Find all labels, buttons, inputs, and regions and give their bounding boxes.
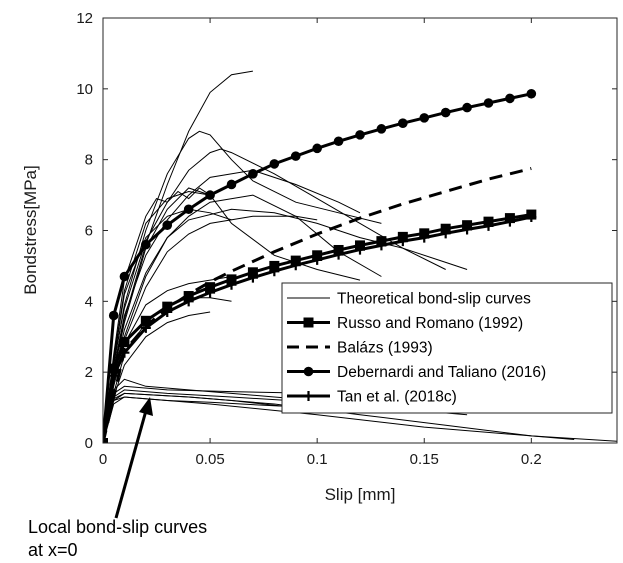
marker-russo-and-romano-1992 — [226, 274, 237, 285]
marker-debernardi-and-taliano-2016 — [290, 151, 301, 161]
marker-debernardi-and-taliano-2016 — [226, 179, 237, 190]
model-series — [103, 88, 537, 443]
legend-label-1: Russo and Romano (1992) — [337, 315, 523, 332]
marker-debernardi-and-taliano-2016 — [312, 143, 322, 154]
marker-debernardi-and-taliano-2016 — [333, 136, 344, 147]
y-tick-label: 4 — [85, 293, 93, 310]
marker-debernardi-and-taliano-2016 — [141, 239, 151, 250]
marker-tan-et-al-2018c — [419, 232, 430, 243]
theoretical-curve-11 — [103, 276, 232, 443]
marker-tan-et-al-2018c — [312, 254, 323, 265]
marker-debernardi-and-taliano-2016 — [398, 118, 408, 128]
marker-tan-et-al-2018c — [226, 279, 237, 290]
marker-tan-et-al-2018c — [205, 287, 216, 298]
marker-tan-et-al-2018c — [269, 266, 280, 277]
series-line-tan-et-al-2018c — [103, 215, 532, 443]
marker-russo-and-romano-1992 — [247, 267, 258, 278]
theoretical-curve-10 — [103, 208, 232, 443]
legend-label-2: Balázs (1993) — [337, 340, 433, 357]
marker-debernardi-and-taliano-2016 — [376, 124, 387, 134]
marker-debernardi-and-taliano-2016 — [119, 271, 130, 282]
legend-box — [281, 282, 613, 414]
marker-tan-et-al-2018c — [376, 240, 387, 251]
theoretical-curve-9 — [103, 187, 211, 443]
x-axis: 0 0.05 0.1 0.15 0.2 — [99, 18, 542, 468]
y-tick-label: 0 — [85, 435, 93, 452]
x-tick-label: 0.15 — [410, 451, 439, 468]
legend-label-0: Theoretical bond-slip curves — [337, 291, 531, 308]
local-curve-6 — [103, 396, 575, 443]
marker-tan-et-al-2018c — [119, 347, 130, 358]
y-tick-label: 8 — [85, 152, 93, 169]
marker-tan-et-al-2018c — [526, 212, 537, 223]
annotation: Local bond-slip curves at x=0 — [28, 397, 207, 560]
legend: Theoretical bond-slip curves Russo and Ro… — [281, 282, 613, 414]
y-axis: 0 2 4 6 8 10 12 — [76, 10, 617, 452]
marker-tan-et-al-2018c — [504, 216, 515, 227]
marker-tan-et-al-2018c — [483, 220, 494, 231]
marker-debernardi-and-taliano-2016 — [483, 98, 494, 108]
marker-tan-et-al-2018c — [247, 272, 258, 283]
local-curve-3 — [103, 392, 617, 443]
x-axis-label: Slip [mm] — [325, 485, 396, 504]
marker-debernardi-and-taliano-2016 — [162, 220, 173, 230]
marker-tan-et-al-2018c — [462, 224, 473, 235]
y-tick-label: 12 — [76, 10, 93, 27]
y-axis-label: Bondstress[MPa] — [21, 165, 40, 294]
marker-russo-and-romano-1992 — [205, 282, 216, 293]
marker-tan-et-al-2018c — [108, 370, 119, 381]
marker-debernardi-and-taliano-2016 — [440, 107, 451, 118]
series-line-bal-zs-1993 — [103, 167, 532, 443]
series-line-debernardi-and-taliano-2016 — [103, 92, 532, 443]
x-tick-label: 0.1 — [307, 451, 328, 468]
marker-debernardi-and-taliano-2016 — [108, 310, 119, 321]
marker-tan-et-al-2018c — [183, 296, 194, 307]
marker-debernardi-and-taliano-2016 — [419, 113, 430, 123]
marker-debernardi-and-taliano-2016 — [526, 88, 537, 99]
marker-debernardi-and-taliano-2016 — [462, 102, 472, 113]
marker-debernardi-and-taliano-2016 — [505, 93, 515, 104]
series-line-russo-and-romano-1992 — [103, 213, 532, 443]
legend-marker-3 — [303, 366, 314, 377]
legend-label-4: Tan et al. (2018c) — [337, 389, 457, 406]
marker-debernardi-and-taliano-2016 — [183, 204, 194, 215]
marker-tan-et-al-2018c — [333, 249, 344, 260]
marker-tan-et-al-2018c — [140, 322, 151, 333]
local-curve-0 — [103, 378, 318, 443]
marker-tan-et-al-2018c — [397, 236, 408, 247]
marker-tan-et-al-2018c — [440, 228, 451, 239]
marker-debernardi-and-taliano-2016 — [269, 159, 280, 169]
legend-marker-1 — [303, 317, 314, 328]
marker-russo-and-romano-1992 — [119, 337, 130, 348]
marker-tan-et-al-2018c — [162, 306, 173, 317]
annotation-line-1: Local bond-slip curves — [28, 517, 207, 537]
marker-tan-et-al-2018c — [290, 260, 301, 271]
marker-tan-et-al-2018c — [355, 244, 365, 255]
x-tick-label: 0.2 — [521, 451, 542, 468]
theoretical-curve-1 — [103, 130, 382, 443]
legend-label-3: Debernardi and Taliano (2016) — [337, 364, 546, 381]
legend-marker-4 — [303, 391, 314, 401]
marker-russo-and-romano-1992 — [269, 260, 280, 271]
y-tick-label: 6 — [85, 223, 93, 240]
theoretical-curve-3 — [103, 169, 361, 443]
marker-debernardi-and-taliano-2016 — [355, 130, 365, 140]
y-tick-label: 2 — [85, 364, 93, 381]
marker-russo-and-romano-1992 — [140, 315, 151, 326]
annotation-arrow-line — [114, 406, 149, 519]
y-tick-label: 10 — [76, 81, 93, 98]
x-tick-label: 0 — [99, 451, 107, 468]
annotation-arrowhead — [139, 397, 153, 416]
theoretical-curve-6 — [103, 208, 468, 443]
marker-debernardi-and-taliano-2016 — [205, 190, 215, 200]
x-tick-label: 0.05 — [195, 451, 224, 468]
annotation-line-2: at x=0 — [28, 540, 78, 560]
marker-debernardi-and-taliano-2016 — [248, 169, 258, 179]
marker-russo-and-romano-1992 — [108, 363, 119, 374]
